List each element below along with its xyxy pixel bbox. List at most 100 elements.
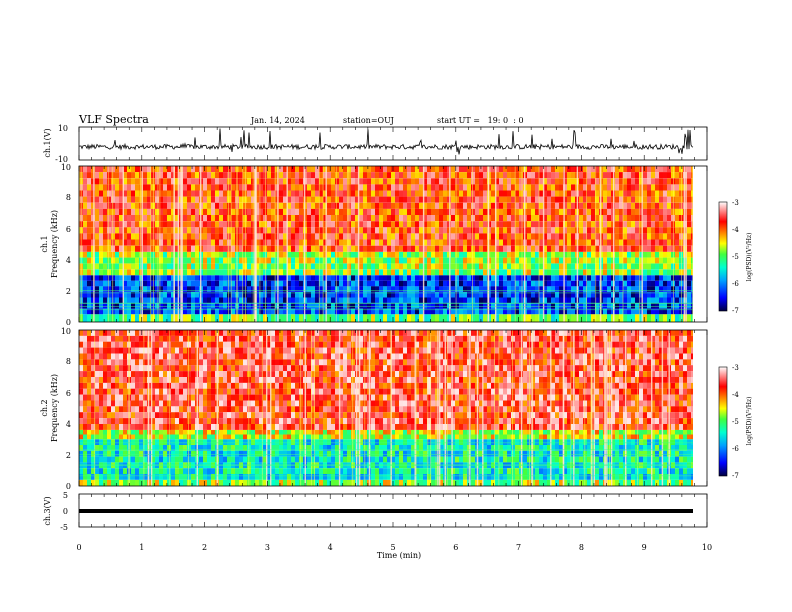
ch1-spectrogram-cell [175,178,179,185]
ch1-spectrogram-cell [127,178,131,185]
ch1-spectrogram-cell [135,227,139,234]
ch1-spectrogram-cell [419,184,423,191]
ch1-spectrogram-line [79,306,693,307]
ch1-spectrogram-cell [615,314,619,322]
ch1-spectrogram-cell [163,303,167,309]
ch1-spectrogram-cell [131,275,135,281]
ch2-spectrogram-cell [479,445,483,451]
ch2-spectrogram-cell [291,439,295,445]
ch1-spectrogram-cell [255,239,259,246]
ch1-spectrogram-cell [391,172,395,179]
ch1-spectrogram-cell [247,286,251,292]
ch1-spectrogram-cell [107,245,111,252]
ch1-spectrogram-cell [671,178,675,185]
ch1-spectrogram-cell [355,251,359,258]
ch1-spectrogram-cell [655,208,659,215]
ch1-spectrogram-cell [407,314,411,322]
ch1-spectrogram-cell [95,263,99,270]
ch1-spectrogram-cell [543,245,547,252]
ch1-spectrogram-cell [555,291,559,298]
ch2-spectrogram-cell [411,439,415,445]
ch1-spectrogram-cell [275,233,279,240]
ch2-spectrogram-cell [371,450,375,457]
ch1-spectrogram-cell [651,239,655,246]
ch1-spectrogram-cell [279,221,283,228]
ch1-spectrogram-cell [391,196,395,203]
ch1-spectrogram-cell [687,196,691,203]
ch1-spectrogram-cell [371,291,375,298]
ch1-spectrogram-cell [343,251,347,258]
ch2-spectrogram-cell [263,456,267,463]
ch1-spectrogram-cell [539,190,543,197]
ch1-spectrogram-cell [635,239,639,246]
ch1-spectrogram-cell [219,269,223,276]
ch1-spectrogram-cell [291,280,295,287]
ch2-spectrogram-cell [83,450,87,457]
ch1-spectrogram-cell [259,314,263,322]
ch1-spectrogram-cell [427,314,431,322]
ch1-spectrogram-cell [435,263,439,270]
ch1-spectrogram-cell [127,245,131,252]
ch1-spectrogram-cell [483,166,487,173]
ch1-spectrogram-cell [271,263,275,270]
ch1-spectrogram-cell [115,269,119,276]
ch1-spectrogram-cell [307,233,311,240]
ch1-spectrogram-cell [431,251,435,258]
ch1-spectrogram-cell [243,308,247,315]
ch1-spectrogram-cell [563,227,567,234]
ch2-spectrogram-cell [535,439,539,445]
ch2-spectrogram-cell [559,450,563,457]
ch1-spectrogram-cell [319,233,323,240]
ch1-spectrogram-cell [547,275,551,281]
ch1-spectrogram-cell [239,208,243,215]
ch1-spectrogram-cell [415,196,419,203]
ch1-spectrogram-cell [211,286,215,292]
ch1-spectrogram-cell [147,297,151,304]
ch1-spectrogram-cell [559,221,563,228]
ch1-spectrogram-cell [307,215,311,222]
ch2-spectrogram-cell [471,479,475,486]
ch1-spectrogram-cell [615,184,619,191]
ch1-spectrogram-cell [331,314,335,322]
ch1-spectrogram-cell [511,275,515,281]
ch1-spectrogram-cell [247,280,251,287]
ch1-spectrogram-cell [171,280,175,287]
ch2-spectrogram-cell [187,479,191,486]
ch1-spectrogram-cell [483,178,487,185]
ch1-spectrogram-cell [527,286,531,292]
ch1-spectrogram-cell [215,233,219,240]
ch1-spectrogram-cell [483,286,487,292]
ch1-spectrogram-cell [439,208,443,215]
ch1-spectrogram-cell [355,257,359,264]
ch1-spectrogram-cell [83,286,87,292]
ch1-spectrogram-cell [403,172,407,179]
ch1-spectrogram-cell [195,221,199,228]
ch2-spectrogram-cell [567,445,571,451]
ch2-spectrogram-cell [319,445,323,451]
ch1-spectrogram-cell [659,196,663,203]
ch2-spectrogram-cell [591,479,595,486]
ch1-spectrogram-cell [603,251,607,258]
ch2-spectrogram-cell [331,450,335,457]
ch1-spectrogram-cell [383,178,387,185]
ch1-spectrogram-cell [191,251,195,258]
ch1-spectrogram-cell [411,190,415,197]
ch1-spectrogram-cell [471,245,475,252]
ch1-spectrogram-cell [427,196,431,203]
ch1-spectrogram-cell [603,269,607,276]
ch1-spectrogram-cell [147,233,151,240]
ch1-spectrogram-cell [131,196,135,203]
ch1-spectrogram-cell [319,166,323,173]
ch1-spectrogram-cell [507,221,511,228]
ch1-spectrogram-cell [167,245,171,252]
ch1-spectrogram-cell [579,286,583,292]
ch1-spectrogram-cell [435,297,439,304]
ch1-spectrogram-cell [675,239,679,246]
ch2-spectrogram-cell [335,456,339,463]
ch1-spectrogram-cell [623,263,627,270]
ch1-spectrogram-cell [239,297,243,304]
ch2-spectrogram-cell [251,445,255,451]
ch1-spectrogram-cell [379,303,383,309]
ch1-spectrogram-cell [187,196,191,203]
ch1-spectrogram-cell [203,257,207,264]
